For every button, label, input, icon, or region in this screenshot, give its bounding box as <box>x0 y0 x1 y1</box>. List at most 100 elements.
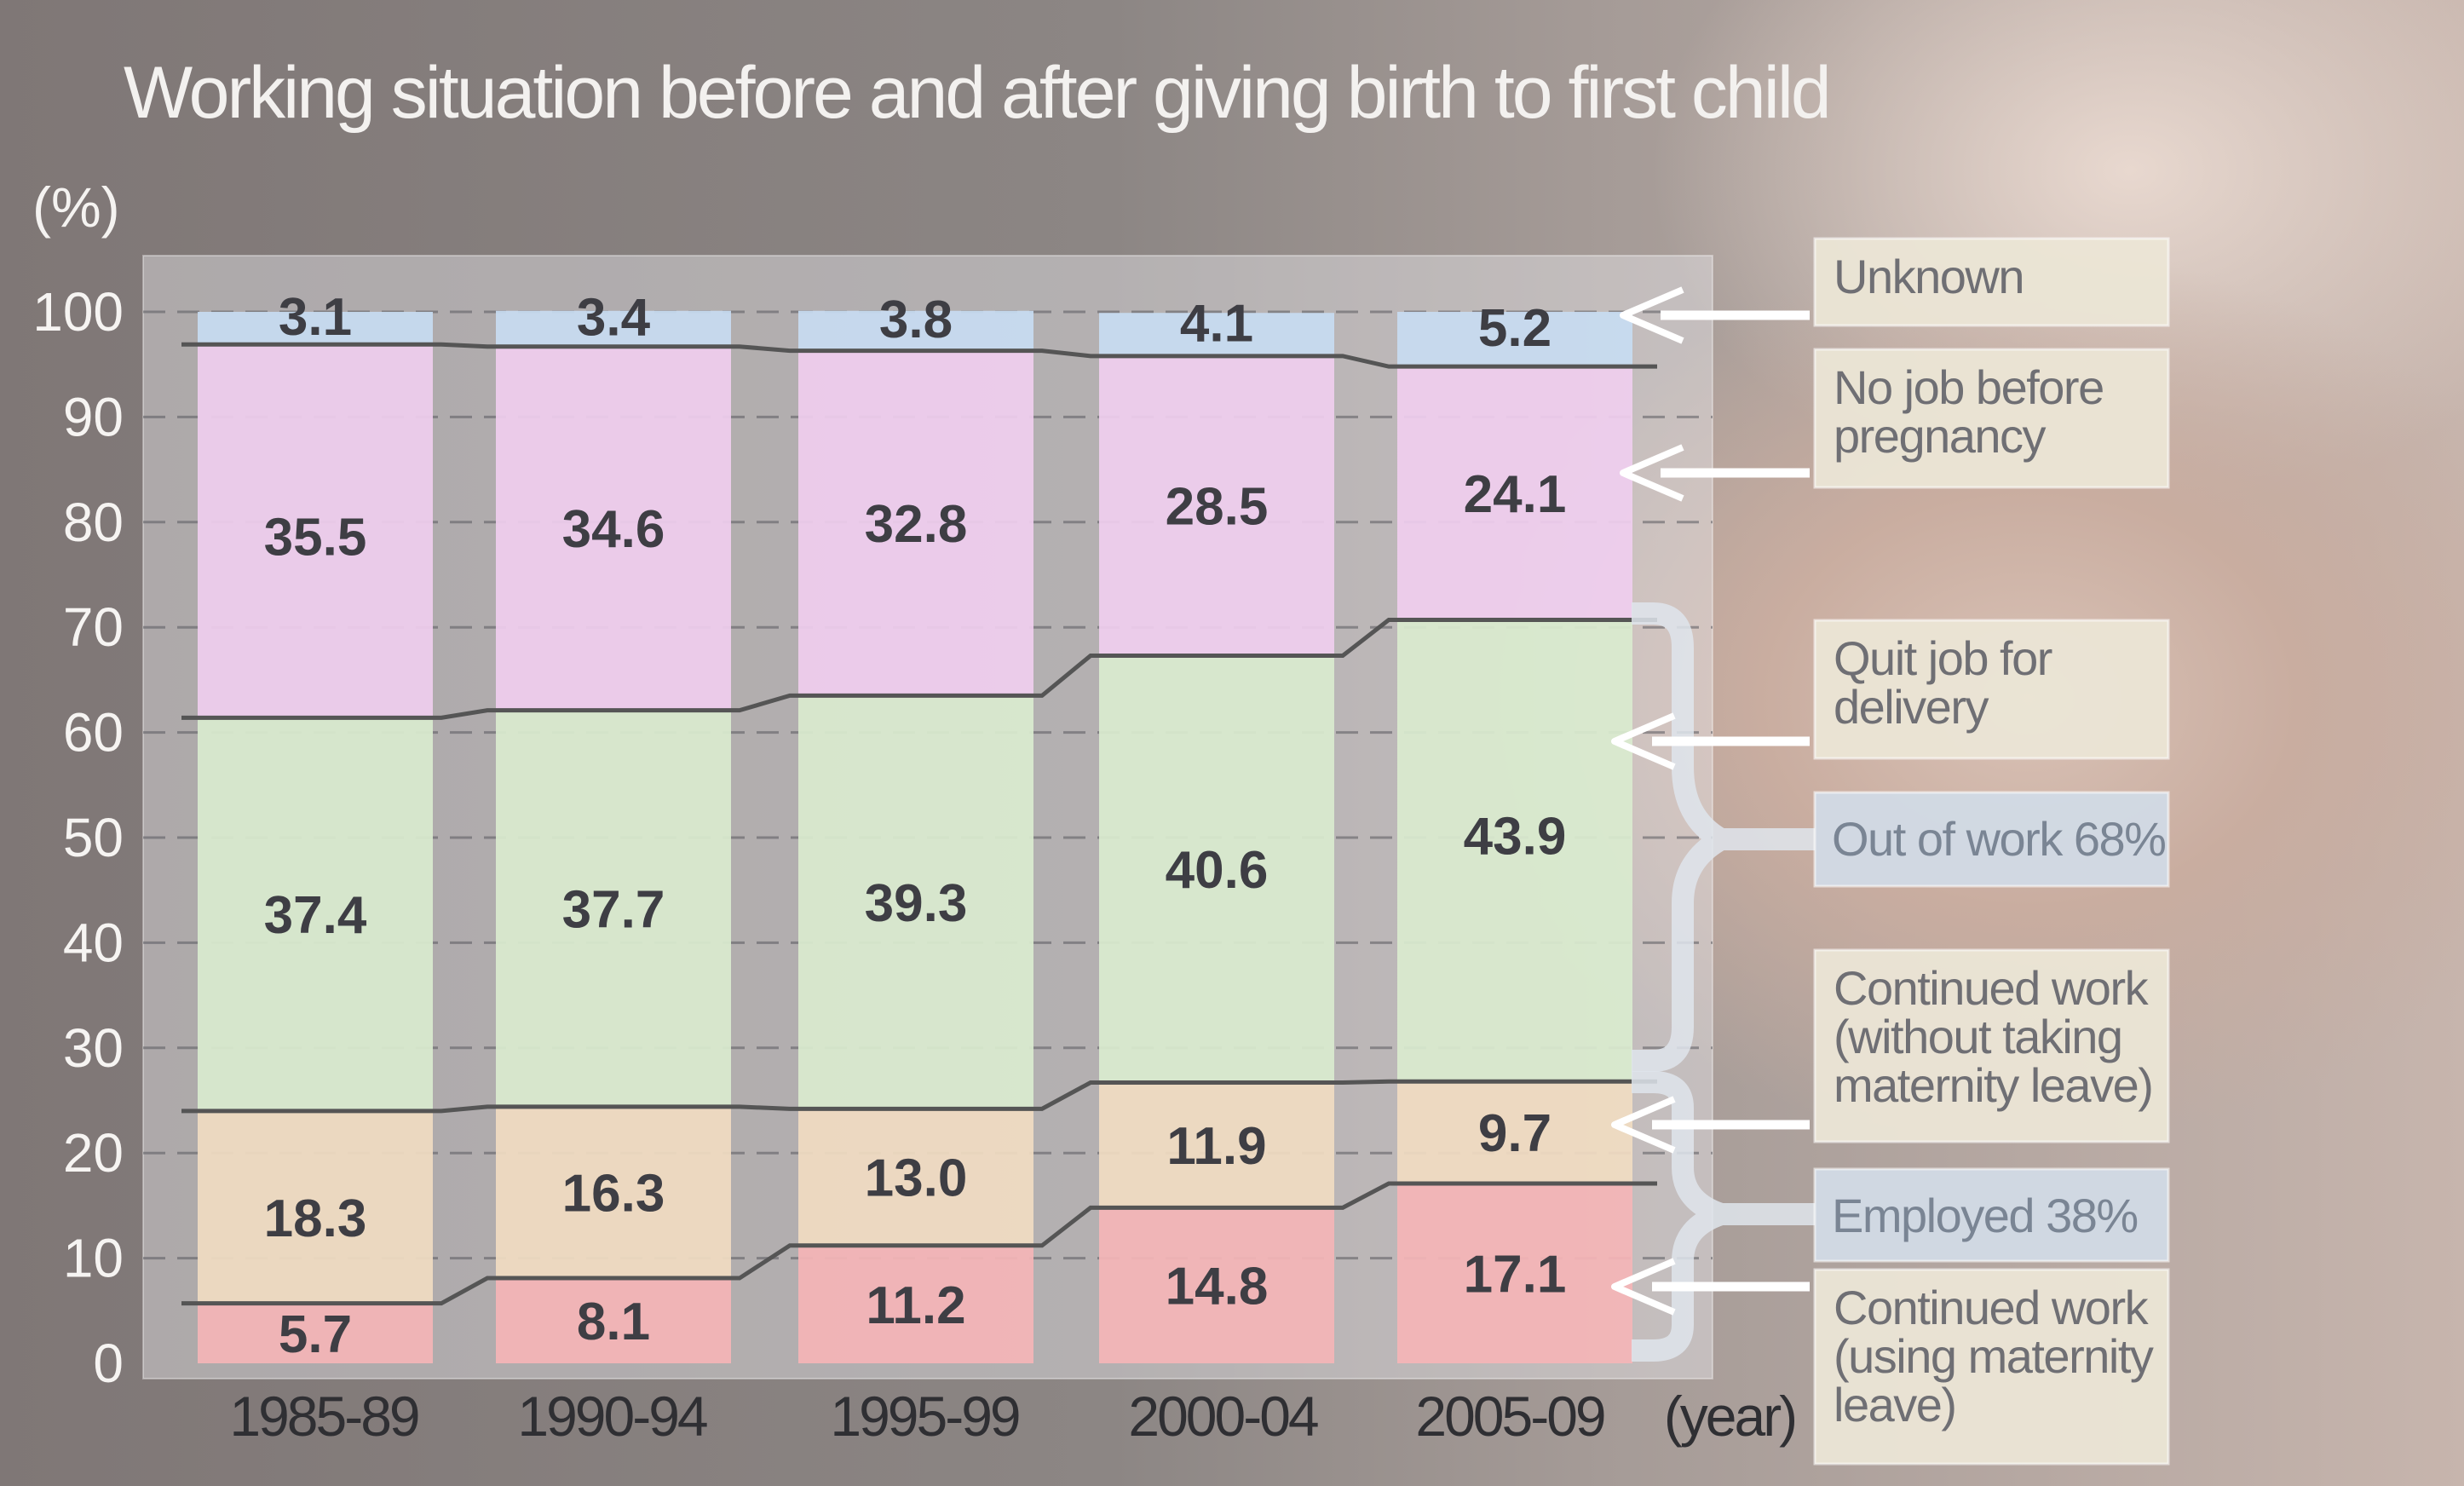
value-label-1985-89-series-2: 37.4 <box>264 886 367 945</box>
x-tick-label-2000-04: 2000-04 <box>1128 1385 1318 1448</box>
value-label-1990-94-series-0: 8.1 <box>577 1293 650 1351</box>
bar-2005-09-series-0 <box>1397 1183 1632 1363</box>
bar-1995-99-series-2 <box>798 695 1033 1109</box>
value-label-2005-09-series-0: 17.1 <box>1464 1245 1567 1304</box>
boundary-line-1 <box>181 1079 1657 1114</box>
bar-1990-94-series-0 <box>496 1278 731 1363</box>
bar-1985-89-series-2 <box>198 717 433 1111</box>
value-label-1985-89-series-1: 18.3 <box>264 1189 367 1248</box>
bar-1985-89-series-4 <box>198 312 433 345</box>
bar-1990-94-series-1 <box>496 1106 731 1279</box>
x-tick-label-2005-09: 2005-09 <box>1415 1385 1604 1448</box>
legend-box-1 <box>1813 348 2170 489</box>
legend-label-0-line-0: Unknown <box>1834 250 2024 303</box>
value-label-2005-09-series-4: 5.2 <box>1478 299 1552 358</box>
x-tick-label-1985-89: 1985-89 <box>229 1385 418 1448</box>
bar-1985-89-series-3 <box>198 344 433 718</box>
legend-label-3-line-0: Continued work <box>1834 961 2150 1015</box>
legend-box-4 <box>1813 1268 2170 1466</box>
value-label-1995-99-series-3: 32.8 <box>865 495 968 554</box>
bracket-out-of-work <box>1632 602 1815 1072</box>
y-tick-label-70: 70 <box>63 596 124 658</box>
y-tick-label-80: 80 <box>63 492 124 553</box>
bar-1995-99-series-0 <box>798 1245 1033 1363</box>
boundary-line-0 <box>181 1181 1657 1306</box>
value-label-1985-89-series-0: 5.7 <box>279 1305 352 1364</box>
legend-box-3 <box>1813 948 2170 1143</box>
value-label-1990-94-series-4: 3.4 <box>577 289 651 348</box>
y-tick-label-30: 30 <box>63 1017 124 1079</box>
legend-label-2-line-1: delivery <box>1834 680 1989 734</box>
value-label-1990-94-series-1: 16.3 <box>562 1164 665 1223</box>
value-label-2000-04-series-0: 14.8 <box>1166 1258 1269 1316</box>
legend-label-3-line-1: (without taking <box>1834 1010 2122 1063</box>
value-label-1995-99-series-0: 11.2 <box>866 1276 965 1335</box>
legend-label-4-line-2: leave) <box>1834 1378 1956 1431</box>
value-label-1985-89-series-3: 35.5 <box>264 508 367 567</box>
arrow-head-0 <box>1620 286 1684 344</box>
arrow-head-1 <box>1620 444 1684 502</box>
y-axis-unit: (%) <box>32 176 120 239</box>
y-tick-label-100: 100 <box>32 281 124 343</box>
arrow-head-3 <box>1611 1096 1676 1154</box>
y-tick-label-40: 40 <box>63 912 124 973</box>
value-label-1995-99-series-1: 13.0 <box>865 1149 968 1208</box>
y-tick-label-0: 0 <box>93 1333 124 1394</box>
boundary-line-3 <box>181 342 1657 369</box>
arrow-head-4 <box>1611 1258 1676 1316</box>
x-tick-label-1995-99: 1995-99 <box>830 1385 1019 1448</box>
bar-1985-89-series-0 <box>198 1303 433 1363</box>
value-label-2000-04-series-3: 28.5 <box>1166 478 1269 537</box>
value-label-2005-09-series-3: 24.1 <box>1464 465 1567 524</box>
value-label-1985-89-series-4: 3.1 <box>279 288 352 347</box>
value-label-2000-04-series-2: 40.6 <box>1166 841 1269 900</box>
group-box-0 <box>1813 791 2170 888</box>
legend-label-4-line-1: (using maternity <box>1834 1329 2154 1383</box>
bar-2000-04-series-3 <box>1099 355 1334 656</box>
bracket-employed <box>1632 1071 1815 1362</box>
bar-2005-09-series-2 <box>1397 619 1632 1082</box>
y-tick-label-10: 10 <box>63 1228 124 1289</box>
value-label-1990-94-series-3: 34.6 <box>562 500 665 559</box>
value-label-2005-09-series-2: 43.9 <box>1464 807 1567 866</box>
bar-2000-04-series-1 <box>1099 1082 1334 1208</box>
bar-1995-99-series-3 <box>798 350 1033 696</box>
bar-2000-04-series-4 <box>1099 313 1334 356</box>
legend-box-0 <box>1813 237 2170 327</box>
legend-box-2 <box>1813 619 2170 760</box>
bar-2005-09-series-1 <box>1397 1081 1632 1184</box>
y-tick-label-60: 60 <box>63 702 124 763</box>
legend-label-1-line-0: No job before <box>1834 360 2104 414</box>
legend-label-1-line-1: pregnancy <box>1834 409 2047 463</box>
legend-label-3-line-2: maternity leave) <box>1834 1058 2152 1112</box>
arrow-head-2 <box>1611 712 1676 770</box>
value-label-2000-04-series-4: 4.1 <box>1180 295 1253 354</box>
legend-label-2-line-0: Quit job for <box>1834 631 2052 685</box>
x-axis-unit: (year) <box>1664 1385 1795 1448</box>
y-tick-label-50: 50 <box>63 807 124 868</box>
bar-1990-94-series-3 <box>496 346 731 711</box>
boundary-line-2 <box>181 618 1657 720</box>
bar-1995-99-series-4 <box>798 310 1033 351</box>
bar-1990-94-series-2 <box>496 710 731 1107</box>
y-tick-label-90: 90 <box>63 386 124 447</box>
chart-title: Working situation before and after givin… <box>124 52 1832 134</box>
bar-1995-99-series-1 <box>798 1109 1033 1246</box>
value-label-2000-04-series-1: 11.9 <box>1166 1117 1266 1176</box>
value-label-1995-99-series-4: 3.8 <box>879 291 953 349</box>
bar-2005-09-series-4 <box>1397 312 1632 367</box>
value-label-1995-99-series-2: 39.3 <box>865 874 968 933</box>
group-label-0: Out of work 68% <box>1832 812 2165 866</box>
legend-label-4-line-0: Continued work <box>1834 1281 2150 1334</box>
bar-2005-09-series-3 <box>1397 366 1632 620</box>
bar-2000-04-series-2 <box>1099 655 1334 1083</box>
bar-1985-89-series-1 <box>198 1110 433 1304</box>
value-label-2005-09-series-1: 9.7 <box>1478 1104 1552 1163</box>
group-box-1 <box>1813 1167 2170 1263</box>
group-label-1: Employed 38% <box>1832 1189 2138 1242</box>
bar-1990-94-series-4 <box>496 310 731 347</box>
y-tick-label-20: 20 <box>63 1122 124 1184</box>
value-label-1990-94-series-2: 37.7 <box>562 880 665 939</box>
